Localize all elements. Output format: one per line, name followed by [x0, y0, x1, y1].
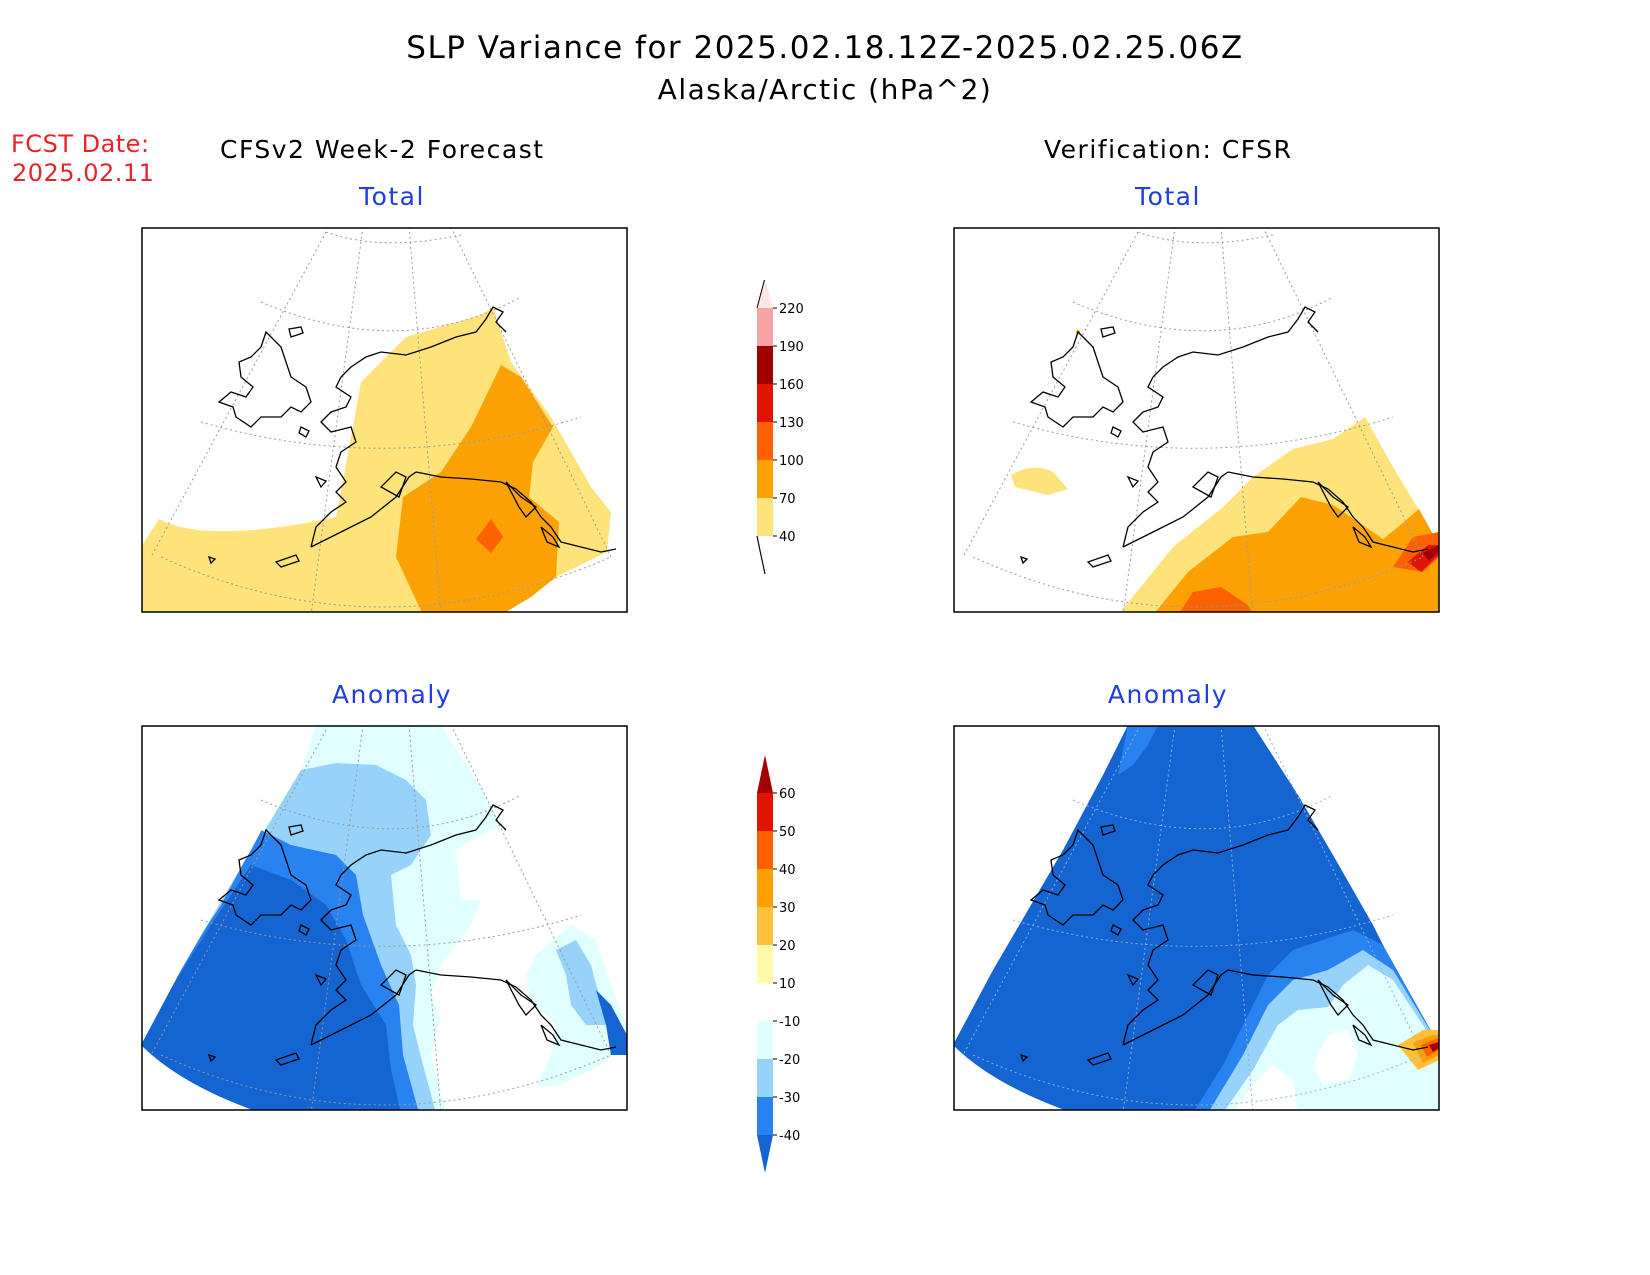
colorbar-anomaly-bottom-triangle: [757, 1135, 773, 1173]
contour-below-minus40-east: [596, 990, 627, 1055]
panel-title-bottom-left: Anomaly: [331, 680, 453, 709]
colorbar-total-top-edge: [756, 280, 765, 309]
colorbar-total-tick-label: 70: [779, 492, 796, 507]
colorbar-total-tick-label: 160: [779, 378, 804, 393]
panel-title-top-right: Total: [1135, 182, 1201, 211]
colorbar-anomaly-tick-label: 30: [779, 901, 796, 916]
colorbar-anomaly-box: [757, 1021, 773, 1059]
colorbar-anomaly-box: [757, 907, 773, 945]
contour-100-130: [476, 519, 503, 553]
colorbar-total-box: [757, 346, 773, 384]
colorbar-anomaly-box: [757, 869, 773, 907]
colorbar-anomaly-box: [757, 1059, 773, 1097]
colorbar-total-box: [757, 308, 773, 346]
colorbar-anomaly-tick-label: 20: [779, 939, 796, 954]
map-verification-anomaly: [953, 725, 1440, 1111]
contour-minus10-10: [1235, 1065, 1298, 1110]
map-forecast-total: [141, 227, 628, 613]
colorbar-total-bottom-curve: [756, 535, 766, 575]
contour-40-70-bering: [1011, 467, 1068, 495]
fcst-date-label: FCST Date:: [11, 130, 150, 158]
colorbar-total-box: [757, 460, 773, 498]
map-outside-area: [142, 726, 316, 1044]
colorbar-total-tick-label: 40: [779, 530, 796, 545]
colorbar-total-box: [757, 384, 773, 422]
left-column-heading: CFSv2 Week-2 Forecast: [220, 135, 545, 164]
map-outside-bottom: [954, 1045, 1065, 1110]
panel-title-bottom-right: Anomaly: [1107, 680, 1229, 709]
map-forecast-anomaly: [141, 725, 628, 1111]
colorbar-total-box: [757, 422, 773, 460]
colorbar-anomaly-tick-label: 50: [779, 825, 796, 840]
colorbar-total: 40 70 100 130 160 190 220: [756, 280, 804, 575]
colorbar-anomaly-tick-label: -20: [779, 1053, 800, 1068]
colorbar-anomaly-box: [757, 793, 773, 831]
colorbar-total-tick-label: 190: [779, 340, 804, 355]
contour-above-50: [1429, 1042, 1439, 1052]
colorbar-total-tick-label: 130: [779, 416, 804, 431]
contour-below-minus40: [142, 865, 401, 1110]
colorbar-anomaly-top-triangle: [757, 755, 773, 793]
fcst-date-value: 2025.02.11: [12, 159, 155, 187]
contour-100-130: [1179, 587, 1252, 612]
colorbar-anomaly-tick-label: -10: [779, 1015, 800, 1030]
colorbar-total-tick-label: 100: [779, 454, 804, 469]
colorbar-total-box: [757, 498, 773, 536]
main-subtitle: Alaska/Arctic (hPa^2): [657, 73, 993, 106]
colorbar-anomaly-tick-label: 60: [779, 787, 796, 802]
colorbar-anomaly-box: [757, 1097, 773, 1135]
colorbar-anomaly-box: [757, 945, 773, 983]
map-verification-total: [953, 227, 1440, 613]
colorbar-anomaly-tick-label: -40: [779, 1129, 800, 1144]
contour-160-190: [1423, 545, 1439, 561]
map-outside-area: [142, 228, 328, 546]
contour-40-50: [1421, 1038, 1439, 1057]
colorbar-anomaly-tick-label: -30: [779, 1091, 800, 1106]
colorbar-anomaly: -40 -30 -20 -10 10 20 30 40 50 60: [757, 755, 800, 1173]
main-title: SLP Variance for 2025.02.18.12Z-2025.02.…: [406, 30, 1244, 66]
contour-minus30-minus20-east: [556, 940, 611, 1025]
contour-70-100: [1155, 497, 1439, 612]
contour-70-100: [396, 365, 559, 612]
colorbar-total-tick-label: 220: [779, 302, 804, 317]
right-column-heading: Verification: CFSR: [1044, 135, 1293, 164]
contour-minus10-10-b: [1313, 1030, 1358, 1085]
colorbar-anomaly-tick-label: 10: [779, 977, 796, 992]
colorbar-anomaly-box: [757, 983, 773, 1021]
colorbar-total-top-triangle: [757, 280, 773, 308]
colorbar-anomaly-box: [757, 831, 773, 869]
colorbar-anomaly-tick-label: 40: [779, 863, 796, 878]
contour-minus40-minus30-north: [1118, 726, 1158, 775]
panel-title-top-left: Total: [359, 182, 425, 211]
map-outside-bottom: [142, 1045, 253, 1110]
